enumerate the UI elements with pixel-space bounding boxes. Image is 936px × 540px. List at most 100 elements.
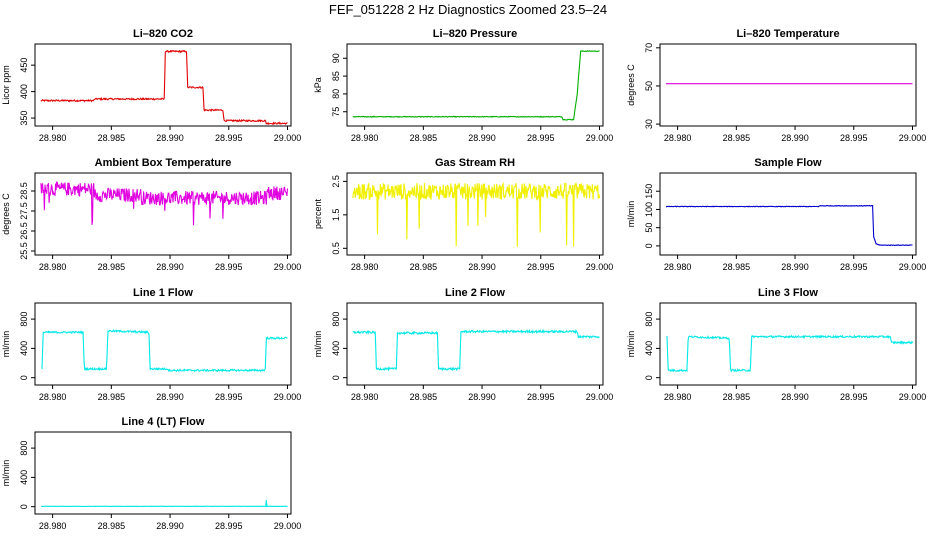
li-820-pressure-ylabel: kPa — [313, 77, 323, 93]
li-820-pressure-chart: Li–820 Pressure kPa 75 80 85 90 28.980 28.985 28… — [313, 28, 613, 143]
li-820-co2-xtick-label: 28.980 — [39, 133, 67, 143]
sample-flow-xtick-label: 28.980 — [664, 262, 692, 272]
gas-stream-rh-xtick-label: 28.980 — [351, 262, 379, 272]
line-2-flow-xtick-label: 29.000 — [586, 392, 614, 402]
line-3-flow-plot-frame — [659, 302, 917, 386]
line-4-lt-flow-xtick-label: 29.000 — [274, 521, 302, 531]
li-820-temperature-ylabel: degrees C — [626, 64, 636, 106]
line-3-flow-chart: Line 3 Flow ml/min 0 400 800 28.980 28.985 28.9… — [626, 287, 926, 402]
line-2-flow-xtick-label: 28.995 — [527, 392, 555, 402]
sample-flow-chart: Sample Flow ml/min 0 50 100 150 28.980 28.985 28… — [626, 157, 926, 272]
line-4-lt-flow-chart: Line 4 (LT) Flow ml/min 0 400 800 28.980 28.98… — [1, 416, 301, 531]
ambient-box-temperature-ytick-label: 26.5 — [19, 222, 29, 240]
gas-stream-rh-title: Gas Stream RH — [435, 157, 515, 169]
line-1-flow-xtick-label: 29.000 — [274, 392, 302, 402]
li-820-pressure-ytick-label: 75 — [331, 107, 341, 117]
li-820-temperature-ytick-label: 30 — [644, 119, 654, 129]
li-820-co2-ytick-label: 400 — [19, 84, 29, 99]
li-820-pressure-xtick-label: 28.995 — [527, 133, 555, 143]
sample-flow-title: Sample Flow — [754, 157, 822, 169]
gas-stream-rh-xtick-label: 28.985 — [410, 262, 438, 272]
li-820-co2-ylabel: Licor ppm — [1, 65, 11, 105]
li-820-temperature-chart: Li–820 Temperature degrees C 30 50 70 28.980 2… — [626, 28, 926, 143]
line-1-flow-xtick-label: 28.980 — [39, 392, 67, 402]
sample-flow-xtick-label: 28.985 — [723, 262, 751, 272]
line-3-flow-ylabel: ml/min — [626, 331, 636, 358]
line-1-flow-ytick-label: 400 — [19, 341, 29, 356]
li-820-co2-ytick-label: 350 — [19, 111, 29, 126]
line-4-lt-flow-xtick-label: 28.995 — [215, 521, 243, 531]
li-820-temperature-xtick-label: 28.995 — [840, 133, 868, 143]
line-4-lt-flow-ytick-label: 800 — [19, 441, 29, 456]
sample-flow-ylabel: ml/min — [626, 201, 636, 228]
line-2-flow-xtick-label: 28.980 — [351, 392, 379, 402]
li-820-pressure-ytick-label: 80 — [331, 89, 341, 99]
line-2-flow-series-line — [352, 329, 600, 372]
line-3-flow-xtick-label: 29.000 — [899, 392, 927, 402]
li-820-pressure-xtick-label: 28.980 — [351, 133, 379, 143]
ambient-box-temperature-ytick-label: 28.5 — [19, 182, 29, 200]
line-1-flow-ylabel: ml/min — [1, 331, 11, 358]
sample-flow-xtick-label: 28.990 — [781, 262, 809, 272]
line-1-flow-ytick-label: 0 — [19, 375, 29, 380]
sample-flow-ytick-label: 100 — [644, 202, 654, 217]
line-2-flow-title: Line 2 Flow — [445, 287, 505, 299]
line-4-lt-flow-xtick-label: 28.980 — [39, 521, 67, 531]
line-4-lt-flow-ylabel: ml/min — [1, 460, 11, 487]
li-820-temperature-xtick-label: 28.980 — [664, 133, 692, 143]
line-2-flow-ytick-label: 0 — [331, 375, 341, 380]
ambient-box-temperature-ylabel: degrees C — [1, 193, 11, 235]
line-3-flow-ytick-label: 800 — [644, 312, 654, 327]
line-4-lt-flow-title: Line 4 (LT) Flow — [122, 416, 205, 428]
ambient-box-temperature-ytick-label: 27.5 — [19, 202, 29, 220]
line-2-flow-xtick-label: 28.990 — [468, 392, 496, 402]
li-820-co2-xtick-label: 28.995 — [215, 133, 243, 143]
line-1-flow-plot-frame — [34, 302, 292, 386]
gas-stream-rh-plot-frame — [346, 172, 604, 256]
li-820-temperature-ytick-label: 70 — [644, 43, 654, 53]
line-4-lt-flow-series-line — [40, 500, 288, 508]
sample-flow-xtick-label: 29.000 — [899, 262, 927, 272]
gas-stream-rh-xtick-label: 28.990 — [468, 262, 496, 272]
line-4-lt-flow-plot-frame — [34, 431, 292, 515]
li-820-co2-ytick-label: 450 — [19, 58, 29, 73]
ambient-box-temperature-xtick-label: 28.995 — [215, 262, 243, 272]
line-1-flow-series-line — [41, 329, 288, 373]
ambient-box-temperature-plot-frame — [34, 172, 292, 256]
li-820-temperature-xtick-label: 29.000 — [899, 133, 927, 143]
ambient-box-temperature-chart: Ambient Box Temperature degrees C 25.5 26.5… — [1, 157, 301, 272]
line-4-lt-flow-xtick-label: 28.990 — [156, 521, 184, 531]
line-1-flow-xtick-label: 28.995 — [215, 392, 243, 402]
sample-flow-ytick-label: 0 — [644, 243, 654, 248]
ambient-box-temperature-ytick-label: 25.5 — [19, 242, 29, 260]
li-820-temperature-xtick-label: 28.990 — [781, 133, 809, 143]
gas-stream-rh-ytick-label: 1.5 — [331, 209, 341, 222]
ambient-box-temperature-title: Ambient Box Temperature — [95, 157, 232, 169]
li-820-co2-xtick-label: 28.990 — [156, 133, 184, 143]
li-820-pressure-ytick-label: 85 — [331, 71, 341, 81]
line-1-flow-title: Line 1 Flow — [133, 287, 193, 299]
line-2-flow-plot-frame — [346, 302, 604, 386]
li-820-pressure-plot-frame — [346, 43, 604, 127]
gas-stream-rh-ylabel: percent — [313, 198, 323, 229]
li-820-co2-chart: Li–820 CO2 Licor ppm 350 400 450 28.980 28.985… — [1, 28, 301, 143]
gas-stream-rh-ytick-label: 2.5 — [331, 175, 341, 188]
gas-stream-rh-series-line — [352, 181, 601, 247]
line-3-flow-xtick-label: 28.980 — [664, 392, 692, 402]
line-2-flow-ytick-label: 800 — [331, 312, 341, 327]
li-820-temperature-plot-frame — [659, 43, 917, 127]
li-820-temperature-ytick-label: 50 — [644, 81, 654, 91]
line-3-flow-series-line — [666, 334, 914, 373]
line-2-flow-ylabel: ml/min — [313, 331, 323, 358]
line-3-flow-xtick-label: 28.985 — [723, 392, 751, 402]
ambient-box-temperature-xtick-label: 28.980 — [39, 262, 67, 272]
line-4-lt-flow-ytick-label: 400 — [19, 470, 29, 485]
line-2-flow-ytick-label: 400 — [331, 341, 341, 356]
li-820-pressure-title: Li–820 Pressure — [433, 28, 517, 40]
li-820-pressure-xtick-label: 28.985 — [410, 133, 438, 143]
line-3-flow-xtick-label: 28.990 — [781, 392, 809, 402]
gas-stream-rh-chart: Gas Stream RH percent 0.5 1.5 2.5 28.980 28.98… — [313, 157, 613, 272]
gas-stream-rh-xtick-label: 28.995 — [527, 262, 555, 272]
li-820-pressure-xtick-label: 29.000 — [586, 133, 614, 143]
li-820-co2-series-line — [40, 49, 288, 126]
